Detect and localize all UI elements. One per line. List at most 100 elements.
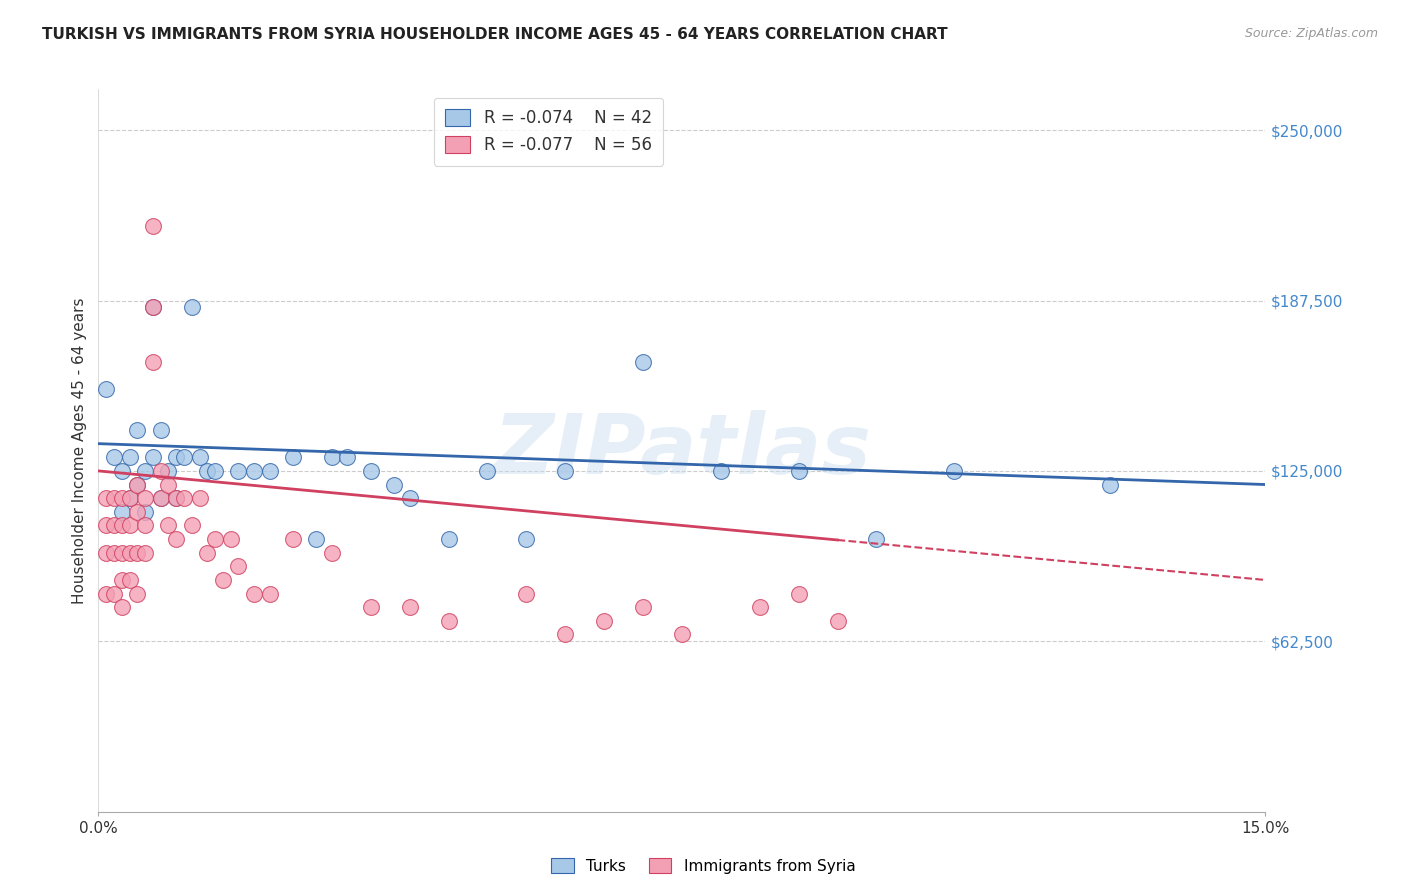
Point [118, 450, 141, 465]
Point [157, 518, 180, 533]
Point [96, 546, 118, 560]
Legend: Turks, Immigrants from Syria: Turks, Immigrants from Syria [544, 852, 862, 880]
Point [321, 546, 343, 560]
Point [165, 450, 187, 465]
Point [515, 586, 537, 600]
Point [259, 586, 281, 600]
Point [173, 450, 195, 465]
Point [1098, 477, 1121, 491]
Point [228, 559, 250, 574]
Point [127, 586, 149, 600]
Point [127, 477, 149, 491]
Point [212, 573, 235, 587]
Point [111, 464, 134, 478]
Point [118, 491, 141, 505]
Point [515, 532, 537, 546]
Point [103, 546, 125, 560]
Point [149, 464, 172, 478]
Text: Source: ZipAtlas.com: Source: ZipAtlas.com [1244, 27, 1378, 40]
Point [398, 491, 420, 505]
Point [111, 518, 134, 533]
Point [96, 586, 118, 600]
Point [671, 627, 693, 641]
Point [748, 600, 770, 615]
Point [127, 423, 149, 437]
Point [243, 464, 266, 478]
Point [243, 586, 266, 600]
Point [142, 219, 165, 233]
Point [134, 505, 156, 519]
Point [281, 450, 304, 465]
Point [398, 600, 420, 615]
Point [477, 464, 499, 478]
Point [142, 301, 165, 315]
Point [943, 464, 966, 478]
Point [149, 491, 172, 505]
Point [96, 491, 118, 505]
Point [165, 491, 187, 505]
Point [180, 518, 202, 533]
Point [165, 532, 187, 546]
Point [118, 573, 141, 587]
Point [96, 518, 118, 533]
Point [554, 627, 576, 641]
Point [631, 600, 654, 615]
Point [134, 518, 156, 533]
Point [204, 532, 226, 546]
Point [111, 573, 134, 587]
Point [259, 464, 281, 478]
Legend: R = -0.074    N = 42, R = -0.077    N = 56: R = -0.074 N = 42, R = -0.077 N = 56 [433, 97, 664, 166]
Point [134, 546, 156, 560]
Point [360, 464, 382, 478]
Point [195, 464, 218, 478]
Point [142, 355, 165, 369]
Point [554, 464, 576, 478]
Point [103, 491, 125, 505]
Point [865, 532, 887, 546]
Point [134, 491, 156, 505]
Point [111, 491, 134, 505]
Point [219, 532, 242, 546]
Text: ZIPatlas: ZIPatlas [494, 410, 870, 491]
Point [118, 491, 141, 505]
Point [593, 614, 616, 628]
Point [336, 450, 359, 465]
Point [142, 301, 165, 315]
Point [111, 505, 134, 519]
Point [437, 614, 460, 628]
Point [710, 464, 733, 478]
Point [437, 532, 460, 546]
Point [827, 614, 849, 628]
Point [173, 491, 195, 505]
Point [188, 450, 211, 465]
Point [360, 600, 382, 615]
Point [157, 477, 180, 491]
Point [180, 301, 202, 315]
Point [142, 450, 165, 465]
Point [103, 450, 125, 465]
Point [165, 491, 187, 505]
Point [127, 477, 149, 491]
Point [631, 355, 654, 369]
Point [103, 586, 125, 600]
Text: TURKISH VS IMMIGRANTS FROM SYRIA HOUSEHOLDER INCOME AGES 45 - 64 YEARS CORRELATI: TURKISH VS IMMIGRANTS FROM SYRIA HOUSEHO… [42, 27, 948, 42]
Point [382, 477, 405, 491]
Point [103, 518, 125, 533]
Point [127, 546, 149, 560]
Point [281, 532, 304, 546]
Point [134, 464, 156, 478]
Point [127, 505, 149, 519]
Point [787, 586, 810, 600]
Point [118, 546, 141, 560]
Point [228, 464, 250, 478]
Point [204, 464, 226, 478]
Point [149, 491, 172, 505]
Point [787, 464, 810, 478]
Point [111, 546, 134, 560]
Point [149, 423, 172, 437]
Point [321, 450, 343, 465]
Point [195, 546, 218, 560]
Point [111, 600, 134, 615]
Point [157, 464, 180, 478]
Point [96, 382, 118, 396]
